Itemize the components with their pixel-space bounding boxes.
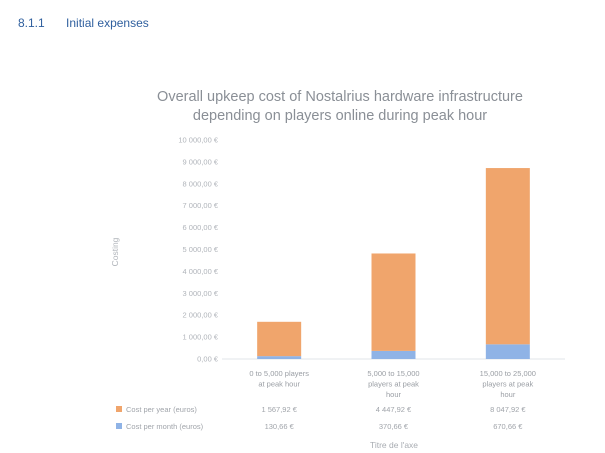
y-tick-label: 6 000,00 € [183, 223, 219, 232]
category-label: hour [386, 390, 402, 399]
category-label: at peak hour [258, 380, 300, 389]
category-label: players at peak [482, 380, 533, 389]
chart-title: Overall upkeep cost of Nostalrius hardwa… [110, 88, 570, 126]
bar-month-3 [485, 344, 530, 359]
y-tick-label: 7 000,00 € [183, 201, 219, 210]
table-value-year: 1 567,92 € [261, 405, 297, 414]
y-tick-label: 9 000,00 € [183, 157, 219, 166]
y-tick-label: 5 000,00 € [183, 245, 219, 254]
table-value-month: 130,66 € [265, 422, 295, 431]
table-value-month: 370,66 € [379, 422, 409, 431]
table-value-year: 4 447,92 € [376, 405, 412, 414]
bar-month-2 [371, 350, 416, 359]
bar-month-1 [257, 356, 302, 359]
y-tick-label: 3 000,00 € [183, 289, 219, 298]
section-title: Initial expenses [66, 16, 149, 30]
section-heading: 8.1.1 Initial expenses [18, 16, 149, 30]
y-tick-label: 8 000,00 € [183, 179, 219, 188]
y-tick-label: 4 000,00 € [183, 267, 219, 276]
y-tick-label: 10 000,00 € [178, 136, 218, 145]
category-label: players at peak [368, 380, 419, 389]
y-tick-label: 2 000,00 € [183, 311, 219, 320]
y-tick-label: 0,00 € [197, 355, 219, 364]
legend-key-year [116, 406, 122, 412]
table-value-month: 670,66 € [493, 422, 523, 431]
bar-year-3 [485, 168, 530, 345]
category-label: 5,000 to 15,000 [367, 369, 419, 378]
bar-year-1 [257, 321, 302, 357]
section-number: 8.1.1 [18, 16, 45, 30]
x-axis-label: Titre de l'axe [370, 440, 418, 450]
y-tick-label: 1 000,00 € [183, 333, 219, 342]
chart-title-line-1: Overall upkeep cost of Nostalrius hardwa… [157, 89, 523, 105]
table-value-year: 8 047,92 € [490, 405, 526, 414]
legend-key-month [116, 423, 122, 429]
chart-title-line-2: depending on players online during peak … [192, 108, 488, 124]
category-label: 15,000 to 25,000 [480, 369, 536, 378]
bar-year-2 [371, 253, 416, 351]
legend-label-year: Cost per year (euros) [126, 405, 197, 414]
category-label: hour [500, 390, 516, 399]
category-label: 0 to 5,000 players [249, 369, 309, 378]
legend-label-month: Cost per month (euros) [126, 422, 204, 431]
y-axis-label: Costing [110, 237, 120, 266]
